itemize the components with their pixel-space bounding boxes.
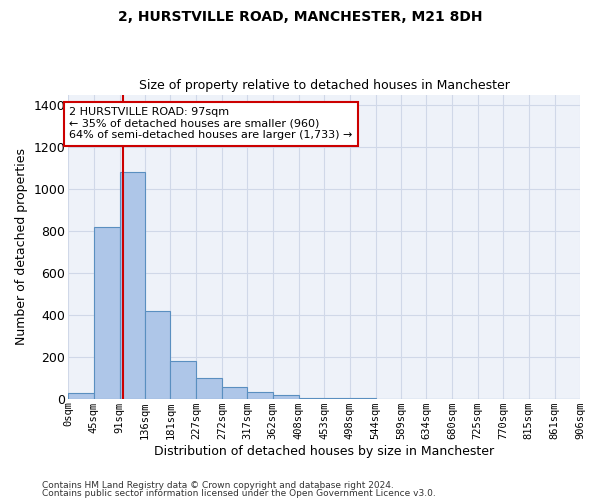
- Bar: [247, 392, 272, 398]
- Text: Contains HM Land Registry data © Crown copyright and database right 2024.: Contains HM Land Registry data © Crown c…: [42, 481, 394, 490]
- Y-axis label: Number of detached properties: Number of detached properties: [15, 148, 28, 345]
- Title: Size of property relative to detached houses in Manchester: Size of property relative to detached ho…: [139, 79, 509, 92]
- Bar: [68, 394, 94, 398]
- Bar: [145, 310, 170, 398]
- Bar: [170, 361, 196, 399]
- Bar: [94, 226, 119, 398]
- Text: Contains public sector information licensed under the Open Government Licence v3: Contains public sector information licen…: [42, 488, 436, 498]
- Bar: [196, 378, 222, 398]
- X-axis label: Distribution of detached houses by size in Manchester: Distribution of detached houses by size …: [154, 444, 494, 458]
- Bar: [272, 395, 299, 398]
- Text: 2, HURSTVILLE ROAD, MANCHESTER, M21 8DH: 2, HURSTVILLE ROAD, MANCHESTER, M21 8DH: [118, 10, 482, 24]
- Bar: [222, 387, 247, 398]
- Text: 2 HURSTVILLE ROAD: 97sqm
← 35% of detached houses are smaller (960)
64% of semi-: 2 HURSTVILLE ROAD: 97sqm ← 35% of detach…: [70, 107, 353, 140]
- Bar: [119, 172, 145, 398]
